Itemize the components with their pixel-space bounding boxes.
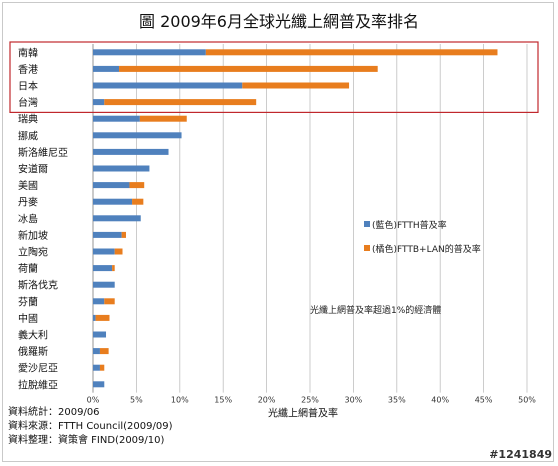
x-tick-label: 0%: [87, 396, 100, 405]
category-label: 新加坡: [18, 229, 48, 242]
category-label: 芬蘭: [18, 295, 38, 308]
annotation-text: 光纖上網普及率超過1%的經濟體: [310, 304, 441, 316]
category-label: 美國: [18, 179, 38, 192]
x-tick-label: 15%: [214, 396, 232, 405]
bar-ftth: [93, 364, 100, 371]
bar-ftth: [93, 298, 105, 305]
bar-ftth: [93, 281, 115, 288]
category-labels: 南韓香港日本台灣瑞典挪威斯洛維尼亞安道爾美國丹麥冰島新加坡立陶宛荷蘭斯洛伐克芬蘭…: [18, 46, 68, 391]
category-label: 冰島: [18, 212, 38, 225]
x-tick-label: 45%: [475, 396, 493, 405]
x-tick-label: 30%: [345, 396, 363, 405]
bar-ftth: [93, 99, 105, 106]
bar-fttb-lan: [242, 82, 350, 89]
legend-swatch-ftth: [364, 221, 370, 227]
footer-compiler: 資料整理：資策會 FIND(2009/10): [8, 435, 165, 446]
bar-ftth: [93, 182, 130, 189]
bar-ftth: [93, 65, 120, 72]
category-label: 斯洛伐克: [18, 279, 58, 292]
legend-label-ftth: (藍色)FTTH普及率: [372, 219, 447, 231]
bar-fttb-lan: [132, 198, 144, 205]
watermark: #1241849: [489, 448, 552, 461]
bar-ftth: [93, 314, 96, 321]
x-tick-label: 50%: [518, 396, 536, 405]
bar-ftth: [93, 198, 133, 205]
category-label: 安道爾: [18, 163, 48, 176]
category-label: 俄羅斯: [18, 345, 48, 358]
category-label: 斯洛維尼亞: [18, 146, 68, 159]
bar-fttb-lan: [99, 364, 105, 371]
bar-fttb-lan: [104, 99, 257, 106]
bar-ftth: [93, 165, 150, 172]
x-tick-label: 35%: [388, 396, 406, 405]
footer-notes: 資料統計：2009/06 資料來源：FTTH Council(2009/09) …: [8, 406, 173, 448]
category-label: 義大利: [18, 329, 48, 342]
x-tick-labels: 0% 5% 10% 15% 20% 25% 30% 35% 40% 45% 50%: [87, 396, 537, 405]
bars: [93, 49, 498, 388]
bar-ftth: [93, 49, 206, 56]
x-axis-label: 光纖上網普及率: [268, 407, 338, 420]
legend: (藍色)FTTH普及率 (橘色)FTTB+LAN的普及率: [364, 219, 481, 255]
bar-fttb-lan: [205, 49, 498, 56]
legend-label-fttb-lan: (橘色)FTTB+LAN的普及率: [372, 243, 481, 255]
bar-fttb-lan: [139, 115, 187, 122]
highlight-box: [9, 41, 539, 114]
bar-ftth: [93, 331, 107, 338]
bar-ftth: [93, 265, 113, 272]
category-label: 拉脫維亞: [18, 378, 58, 391]
bar-fttb-lan: [99, 348, 109, 355]
category-label: 愛沙尼亞: [18, 362, 58, 375]
category-label: 丹麥: [18, 196, 38, 209]
category-label: 挪威: [18, 129, 38, 142]
bar-fttb-lan: [121, 231, 126, 238]
chart-title: 圖 2009年6月全球光纖上網普及率排名: [139, 12, 419, 31]
category-label: 中國: [18, 312, 38, 325]
bar-fttb-lan: [114, 248, 123, 255]
bar-ftth: [93, 115, 140, 122]
category-label: 荷蘭: [18, 262, 38, 275]
bar-fttb-lan: [112, 265, 115, 272]
x-tick-label: 5%: [130, 396, 143, 405]
category-label: 台灣: [18, 96, 38, 109]
footer-source: 資料來源：FTTH Council(2009/09): [8, 421, 173, 432]
footer-stat-date: 資料統計：2009/06: [8, 407, 100, 418]
bar-ftth: [93, 231, 122, 238]
category-label: 立陶宛: [18, 246, 48, 259]
grid-lines: [92, 44, 528, 393]
bar-fttb-lan: [119, 65, 378, 72]
bar-ftth: [93, 348, 100, 355]
category-label: 瑞典: [18, 113, 38, 126]
bar-ftth: [93, 148, 169, 155]
category-label: 南韓: [18, 46, 38, 59]
bar-fttb-lan: [129, 182, 145, 189]
legend-swatch-fttb-lan: [364, 245, 370, 251]
bar-ftth: [93, 381, 105, 388]
bar-ftth: [93, 215, 141, 222]
bar-ftth: [93, 248, 115, 255]
x-tick-label: 40%: [431, 396, 449, 405]
bar-fttb-lan: [95, 314, 110, 321]
x-tick-label: 20%: [258, 396, 276, 405]
category-label: 日本: [18, 80, 38, 93]
x-tick-label: 10%: [171, 396, 189, 405]
bar-ftth: [93, 132, 182, 139]
x-tick-label: 25%: [301, 396, 319, 405]
category-label: 香港: [18, 64, 38, 76]
bar-fttb-lan: [104, 298, 115, 305]
bar-ftth: [93, 82, 243, 89]
